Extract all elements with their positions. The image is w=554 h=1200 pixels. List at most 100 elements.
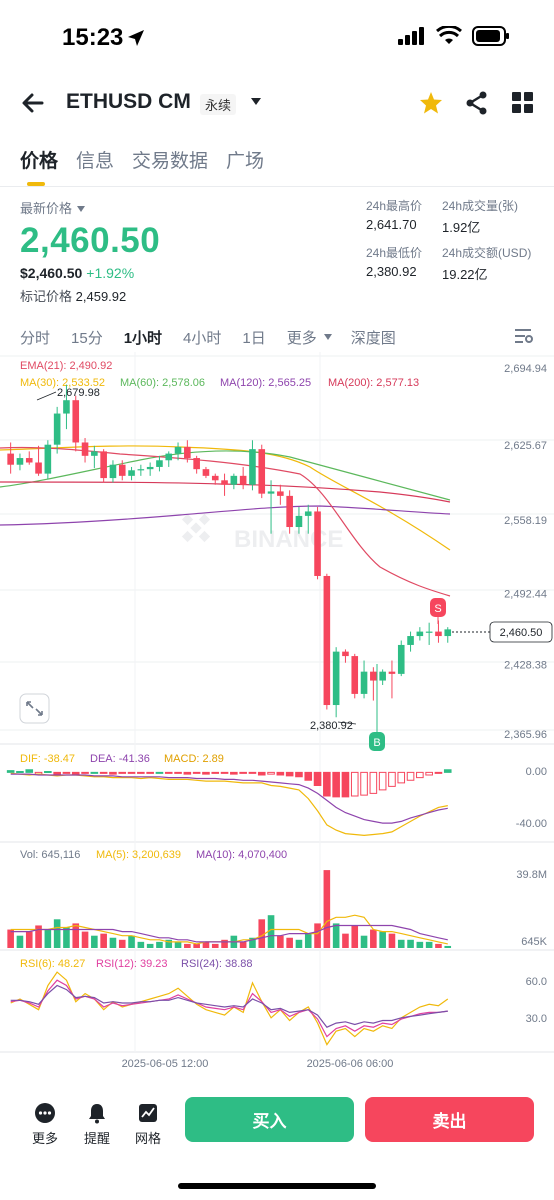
candle-body: [118, 464, 126, 476]
vol-axis-max: 39.8M: [516, 869, 547, 881]
volume-bar: [146, 943, 154, 948]
interval-1h[interactable]: 1小时: [123, 329, 163, 347]
location-arrow-icon: [128, 30, 144, 46]
macd-bar: [211, 771, 220, 774]
candle-body: [360, 671, 368, 694]
volume-bar: [100, 933, 107, 948]
candle-body: [425, 631, 433, 633]
macd-bar: [443, 769, 452, 773]
tab-trading-data[interactable]: 交易数据: [132, 151, 209, 172]
candle-body: [435, 631, 442, 637]
macd-bar: [81, 771, 89, 774]
candle-body: [249, 449, 256, 485]
chart-settings-icon[interactable]: [514, 327, 534, 345]
macd-bar: [416, 771, 424, 779]
back-arrow-icon[interactable]: [20, 90, 46, 116]
watermark-text: BINANCE: [234, 526, 343, 553]
macd-bar: [155, 771, 164, 774]
interval-4h[interactable]: 4小时: [183, 329, 222, 347]
candle-body: [174, 446, 182, 454]
star-icon[interactable]: [418, 90, 444, 116]
price-axis-label: 2,428.38: [504, 660, 547, 672]
ma200-label: MA(200): 2,577.13: [328, 377, 419, 389]
rsi-axis-30: 30.0: [526, 1013, 547, 1025]
rsi6-line: [10, 971, 449, 1046]
last-price-tag: 2,460.50: [452, 621, 553, 643]
macd-bar: [127, 771, 136, 774]
volume-bar: [407, 939, 414, 948]
candle-body: [351, 656, 359, 694]
volume-bar: [25, 931, 33, 948]
grid-trading-button[interactable]: 网格: [128, 1102, 168, 1147]
candle-body: [91, 451, 98, 456]
fullscreen-button[interactable]: [19, 693, 50, 724]
macd-bar: [183, 771, 192, 775]
candle-body: [286, 495, 293, 528]
stat-low-label: 24h最低价: [366, 246, 423, 260]
alert-label: 提醒: [83, 1131, 110, 1146]
candle-body: [128, 470, 135, 476]
volume-bar: [314, 923, 321, 948]
kline-chart[interactable]: BINANCE EMA(21): 2,490.92 MA(30): 2,533.…: [0, 352, 554, 1072]
volume-bar: [435, 943, 442, 948]
candle-body: [239, 475, 247, 485]
last-price: 2,460.50: [20, 221, 161, 260]
stats-grid: 24h最高价 2,641.70 24h成交量(张) 1.92亿 24h最低价 2…: [366, 197, 552, 283]
buy-button[interactable]: 买入: [185, 1097, 354, 1142]
candle-body: [137, 469, 145, 471]
ma120-line: [0, 505, 451, 526]
tab-price[interactable]: 价格: [20, 146, 58, 186]
interval-15m[interactable]: 15分: [71, 329, 103, 347]
volume-bar: [239, 941, 247, 948]
share-icon[interactable]: [464, 90, 490, 116]
alert-button[interactable]: 提醒: [77, 1102, 117, 1147]
rsi-panel: [10, 971, 449, 1046]
candle-body: [211, 475, 219, 481]
status-icons: [398, 26, 510, 46]
buy-marker[interactable]: B: [369, 664, 385, 751]
latest-price-label[interactable]: 最新价格: [20, 198, 160, 217]
sell-button[interactable]: 卖出: [365, 1097, 534, 1142]
price-axis-label: 2,625.67: [504, 440, 547, 452]
candle-body: [444, 629, 452, 637]
stat-amount-label: 24h成交额(USD): [442, 246, 532, 260]
tab-info[interactable]: 信息: [76, 151, 115, 172]
stat-amount-value: 19.22亿: [442, 267, 488, 282]
volume-bar: [286, 937, 293, 948]
candle-body: [44, 444, 52, 474]
tab-square[interactable]: 广场: [226, 151, 265, 172]
sell-marker[interactable]: S: [430, 598, 446, 624]
vol-label: Vol: 645,116: [20, 849, 80, 861]
interval-1d[interactable]: 1日: [242, 329, 266, 347]
interval-tick[interactable]: 分时: [20, 329, 51, 347]
caret-down-icon[interactable]: [323, 333, 333, 341]
macd-bar: [220, 771, 229, 774]
candle-body: [184, 446, 191, 459]
macd-bar: [341, 771, 350, 798]
symbol-title[interactable]: ETHUSD CM: [66, 90, 191, 113]
stat-high-label: 24h最高价: [366, 199, 423, 213]
volume-bar: [304, 933, 312, 948]
macd-dif-line: [10, 772, 448, 837]
volume-bar: [202, 941, 210, 948]
volume-bar: [128, 935, 135, 948]
stat-volume-label: 24h成交量(张): [442, 199, 519, 213]
more-button[interactable]: 更多: [25, 1102, 65, 1147]
grid-icon[interactable]: [510, 90, 536, 116]
macd-bar: [202, 771, 210, 775]
volume-panel: [7, 870, 452, 948]
contract-type-tag[interactable]: 永续: [200, 94, 237, 115]
volume-bar: [295, 939, 303, 948]
volume-bar: [193, 943, 200, 948]
wifi-icon: [436, 26, 462, 44]
depth-chart-tab[interactable]: 深度图: [350, 329, 396, 347]
price-block: 最新价格 2,460.50 $2,460.50 +1.92% 标记价格 2,459…: [20, 198, 160, 305]
bell-icon: [89, 1104, 105, 1124]
caret-down-icon[interactable]: [250, 96, 262, 106]
bottom-bar: 更多 提醒 网格 买入 卖出: [0, 1092, 554, 1152]
macd-axis-minus40: -40.00: [516, 818, 547, 830]
vol-ma10-label: MA(10): 4,070,400: [196, 849, 287, 861]
rsi24-label: RSI(24): 38.88: [181, 958, 253, 970]
interval-more[interactable]: 更多: [286, 329, 317, 347]
interval-bar: 分时 15分 1小时 4小时 1日 更多 深度图: [20, 326, 534, 348]
